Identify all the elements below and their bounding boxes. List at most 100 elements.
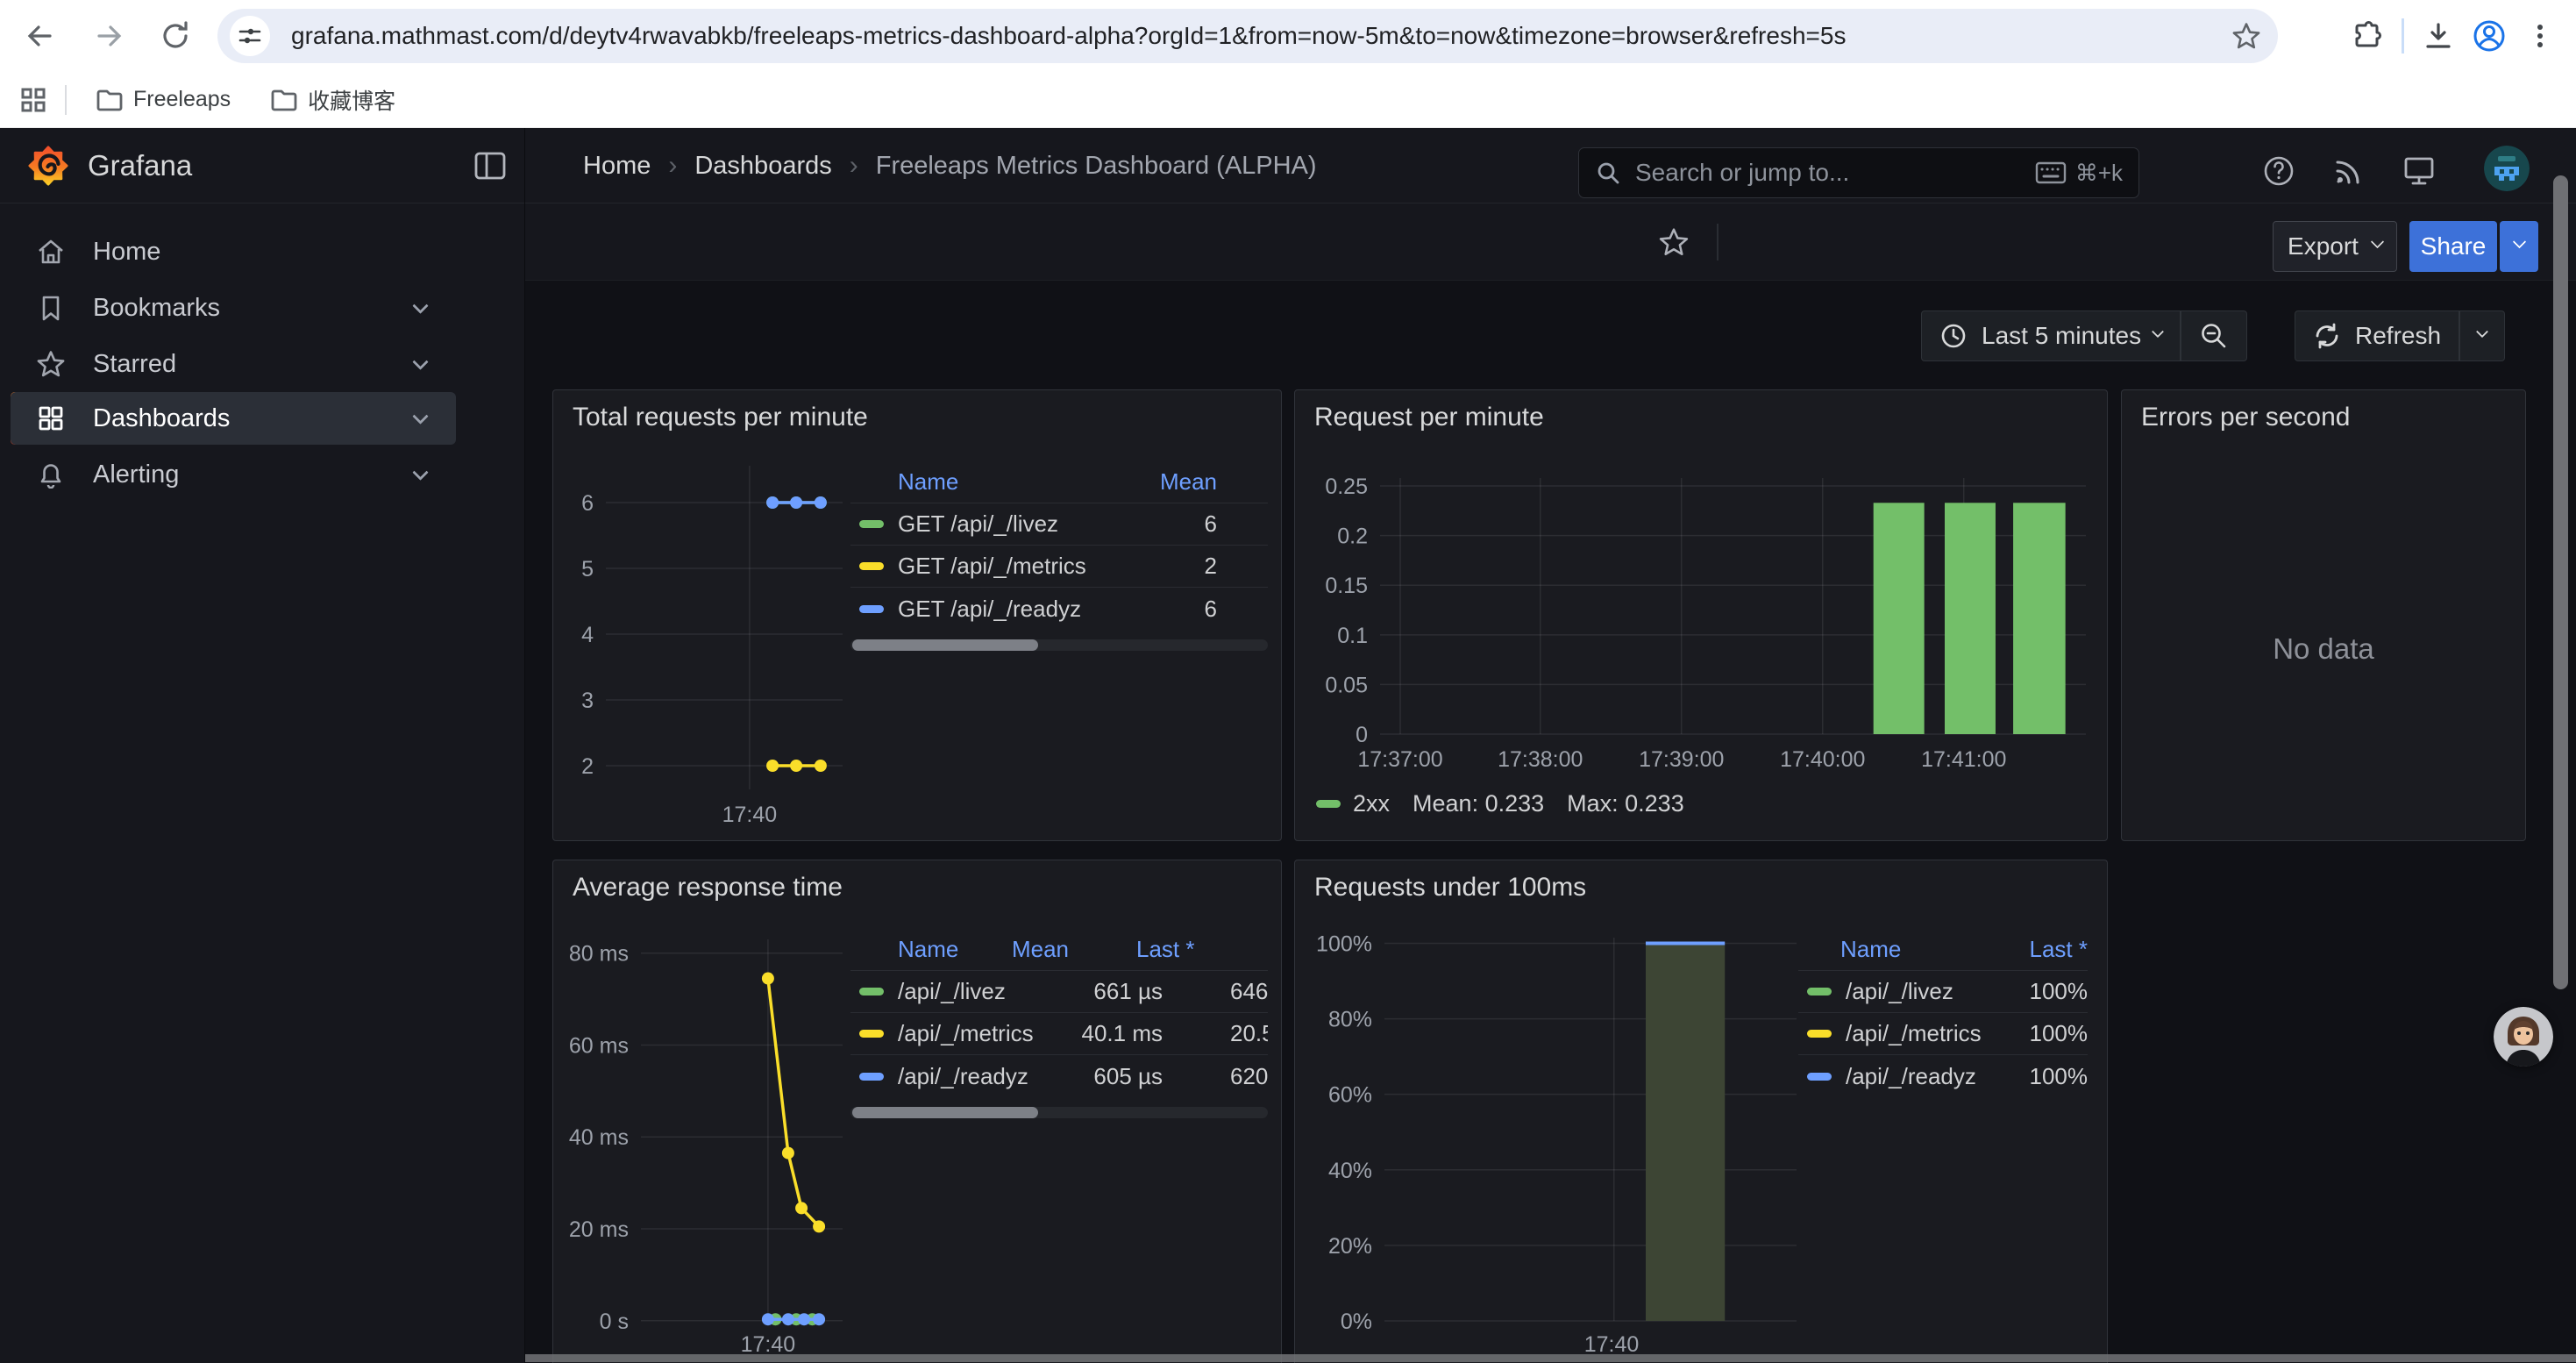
- forward-button[interactable]: [88, 15, 130, 57]
- bookmark-folder-blog[interactable]: 收藏博客: [255, 79, 411, 121]
- series-name[interactable]: GET /api/_/metrics: [898, 553, 1121, 580]
- legend-col-name[interactable]: Name: [898, 936, 966, 963]
- legend-row[interactable]: GET /api/_/readyz 6: [850, 588, 1268, 630]
- export-button[interactable]: Export: [2273, 221, 2397, 272]
- bookmark-folder-freeleaps[interactable]: Freeleaps: [81, 79, 246, 121]
- legend-row[interactable]: /api/_/readyz 100%: [1798, 1055, 2088, 1097]
- reload-button[interactable]: [154, 15, 196, 57]
- downloads-button[interactable]: [2413, 11, 2464, 61]
- legend-col-name[interactable]: Name: [1840, 936, 2003, 963]
- site-settings-icon[interactable]: [230, 16, 270, 56]
- bookmark-label: 收藏博客: [308, 84, 395, 116]
- refresh-interval-button[interactable]: [2460, 311, 2504, 360]
- search-input[interactable]: [1633, 158, 2035, 188]
- reload-icon: [159, 19, 192, 53]
- legend-col-mean[interactable]: Mean: [1121, 468, 1217, 496]
- legend-col-last[interactable]: Last *: [1136, 936, 1268, 963]
- breadcrumb-dashboards[interactable]: Dashboards: [694, 152, 831, 181]
- series-name[interactable]: /api/_/livez: [1846, 978, 2003, 1005]
- panel-avg-response-time[interactable]: Average response time 80 ms60 ms40 ms20 …: [552, 860, 1282, 1363]
- svg-text:17:37:00: 17:37:00: [1357, 747, 1442, 772]
- news-button[interactable]: [2329, 151, 2369, 191]
- share-options-button[interactable]: [2500, 221, 2538, 272]
- back-button[interactable]: [19, 15, 61, 57]
- vertical-scrollbar-thumb[interactable]: [2553, 175, 2568, 989]
- apps-grid-button[interactable]: [14, 81, 53, 119]
- legend-row[interactable]: GET /api/_/metrics 2: [850, 546, 1268, 588]
- arrow-left-icon: [24, 19, 57, 53]
- sidebar-item-label: Starred: [93, 350, 415, 379]
- assistant-avatar[interactable]: [2494, 1007, 2553, 1067]
- user-avatar[interactable]: [2484, 146, 2530, 191]
- series-last: 20.5 ms: [1230, 1020, 1268, 1047]
- address-input[interactable]: [289, 21, 2222, 51]
- legend-row[interactable]: GET /api/_/livez 6: [850, 503, 1268, 546]
- refresh-button[interactable]: Refresh: [2295, 311, 2459, 360]
- legend-row[interactable]: /api/_/livez 661 µs 646 µs: [850, 971, 1268, 1013]
- brand-name[interactable]: Grafana: [88, 149, 192, 182]
- series-name[interactable]: /api/_/metrics: [1846, 1020, 2003, 1047]
- chart-legend[interactable]: 2xx Mean: 0.233 Max: 0.233: [1316, 790, 1707, 817]
- chevron-down-icon[interactable]: [412, 408, 428, 424]
- sidebar-item-starred[interactable]: Starred: [11, 338, 456, 390]
- breadcrumb-home[interactable]: Home: [583, 152, 651, 181]
- legend-row[interactable]: /api/_/metrics 40.1 ms 20.5 ms: [850, 1013, 1268, 1055]
- series-name[interactable]: /api/_/livez: [898, 978, 1060, 1005]
- series-name[interactable]: GET /api/_/livez: [898, 510, 1121, 538]
- sidebar-item-label: Dashboards: [93, 404, 415, 433]
- legend-row[interactable]: /api/_/livez 100%: [1798, 971, 2088, 1013]
- legend-row[interactable]: /api/_/readyz 605 µs 620 µs: [850, 1055, 1268, 1097]
- chrome-menu-button[interactable]: [2515, 11, 2565, 61]
- panel-errors-per-second[interactable]: Errors per second No data: [2121, 389, 2526, 841]
- series-mean: 6: [1121, 596, 1217, 623]
- series-mean: 6: [1121, 510, 1217, 538]
- svg-text:2: 2: [581, 754, 594, 779]
- search-box[interactable]: ⌘+k: [1578, 147, 2139, 198]
- zoom-out-button[interactable]: [2181, 311, 2246, 360]
- sidebar-item-bookmarks[interactable]: Bookmarks: [11, 282, 456, 334]
- dock-menu-button[interactable]: [473, 151, 507, 185]
- series-name[interactable]: /api/_/readyz: [898, 1063, 1060, 1090]
- bar-chart[interactable]: 0.250.20.150.10.05017:37:0017:38:0017:39…: [1295, 390, 2109, 842]
- grafana-app: Grafana Home Bookmarks: [0, 128, 2576, 1363]
- legend-scrollbar[interactable]: [850, 639, 1268, 651]
- svg-text:20 ms: 20 ms: [569, 1217, 629, 1242]
- display-button[interactable]: [2399, 151, 2439, 191]
- dashboard-toolbar: [525, 203, 2576, 281]
- share-button[interactable]: Share: [2409, 221, 2497, 272]
- panel-request-per-minute[interactable]: Request per minute 0.250.20.150.10.05017…: [1294, 389, 2108, 841]
- help-button[interactable]: [2259, 151, 2299, 191]
- bookmark-star-icon[interactable]: [2222, 11, 2271, 61]
- legend-scrollbar[interactable]: [850, 1107, 1268, 1118]
- legend-scrollbar-thumb[interactable]: [852, 1107, 1038, 1118]
- chevron-down-icon[interactable]: [412, 297, 428, 313]
- legend-col-name[interactable]: Name: [898, 468, 1121, 496]
- legend-col-mean[interactable]: Mean: [966, 936, 1069, 963]
- series-name[interactable]: GET /api/_/readyz: [898, 596, 1121, 623]
- export-label: Export: [2288, 232, 2359, 260]
- legend-row[interactable]: /api/_/metrics 100%: [1798, 1013, 2088, 1055]
- legend-scrollbar-thumb[interactable]: [852, 639, 1038, 651]
- sidebar-item-home[interactable]: Home: [11, 225, 456, 278]
- sidebar-item-dashboards[interactable]: Dashboards: [11, 392, 456, 445]
- breadcrumb: Home › Dashboards › Freeleaps Metrics Da…: [583, 128, 1317, 203]
- panel-total-requests[interactable]: Total requests per minute 6543217:40 Nam…: [552, 389, 1282, 841]
- time-range-button[interactable]: Last 5 minutes: [1922, 311, 2180, 360]
- horizontal-scrollbar[interactable]: [525, 1354, 2576, 1362]
- series-name[interactable]: 2xx: [1353, 790, 1390, 817]
- profile-button[interactable]: [2464, 11, 2515, 61]
- legend-col-last[interactable]: Last *: [2003, 936, 2088, 963]
- chevron-down-icon[interactable]: [412, 353, 428, 369]
- extensions-button[interactable]: [2342, 11, 2393, 61]
- panel-requests-under-100ms[interactable]: Requests under 100ms 100%80%60%40%20%0%1…: [1294, 860, 2108, 1363]
- series-name[interactable]: /api/_/readyz: [1846, 1063, 2003, 1090]
- series-name[interactable]: /api/_/metrics: [898, 1020, 1060, 1047]
- chevron-down-icon[interactable]: [412, 464, 428, 480]
- rss-icon: [2332, 154, 2366, 188]
- svg-text:0.15: 0.15: [1325, 574, 1368, 598]
- favorite-dashboard-button[interactable]: [1654, 222, 1694, 262]
- panel-title[interactable]: Errors per second: [2141, 403, 2350, 432]
- sidebar-item-alerting[interactable]: Alerting: [11, 448, 456, 501]
- grafana-logo[interactable]: [28, 146, 68, 186]
- url-bar[interactable]: [217, 9, 2278, 63]
